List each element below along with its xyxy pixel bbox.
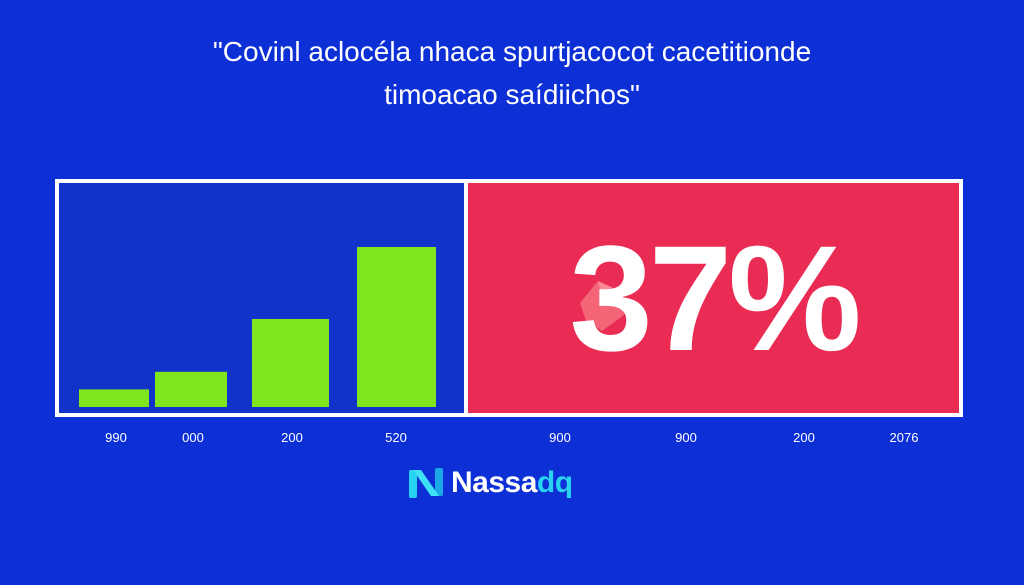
- x-tick-label: 990: [105, 430, 127, 445]
- bar-000: [155, 371, 227, 407]
- headline-line-2: timoacao saídiichos": [384, 79, 640, 110]
- nasdaq-n-icon: [409, 468, 443, 498]
- logo-name-main: Nassa: [451, 466, 537, 499]
- x-tick-label: 900: [675, 430, 697, 445]
- bar-200: [252, 319, 329, 407]
- shard-icon: [580, 281, 624, 331]
- chart-frame: 37%: [55, 179, 963, 417]
- x-tick-label: 200: [281, 430, 303, 445]
- logo-name-accent: dq: [536, 466, 573, 499]
- panel-divider: [464, 183, 468, 413]
- x-axis-labels: 990 000 200 520 900 900 200 2076: [0, 430, 1024, 450]
- stat-value: 37%: [569, 213, 861, 382]
- logo-wordmark: Nassadq: [451, 466, 573, 500]
- x-tick-label: 000: [182, 430, 204, 445]
- x-tick-label: 520: [385, 430, 407, 445]
- x-tick-label: 2076: [889, 430, 919, 445]
- bar-990: [79, 389, 149, 407]
- bar-chart: [79, 247, 436, 407]
- x-tick-label: 200: [793, 430, 815, 445]
- stat-panel: 37%: [468, 183, 959, 413]
- x-tick-label: 900: [549, 430, 571, 445]
- nasdaq-logo: Nassadq: [407, 463, 573, 503]
- headline: "Covinl aclocéla nhaca spurtjacocot cace…: [0, 30, 1024, 116]
- bar-520: [357, 247, 436, 407]
- headline-line-1: "Covinl aclocéla nhaca spurtjacocot cace…: [212, 36, 812, 67]
- bar-chart-panel: [59, 183, 464, 413]
